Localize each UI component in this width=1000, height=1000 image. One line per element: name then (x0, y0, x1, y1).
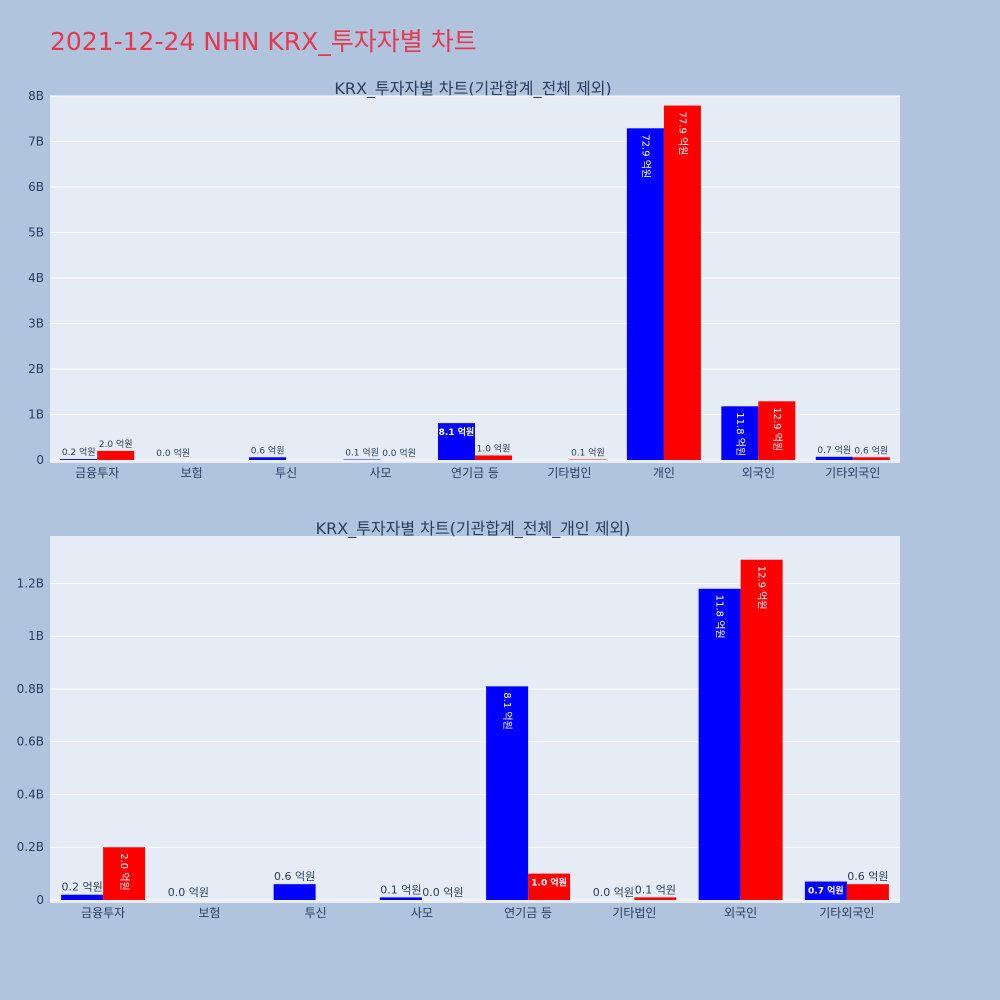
y-tick-label: 1B (28, 408, 44, 422)
x-tick-label: 사모 (370, 466, 392, 480)
x-tick-label: 외국인 (742, 466, 775, 480)
y-tick-label: 1B (28, 629, 44, 643)
chart-title: KRX_투자자별 차트(기관합계_전체_개인 제외) (316, 519, 631, 539)
bar (379, 897, 422, 900)
bar (740, 559, 783, 900)
y-tick-label: 7B (28, 135, 44, 149)
data-label: 2.0 억원 (118, 853, 130, 890)
chart-title: KRX_투자자별 차트(기관합계_전체 제외) (334, 79, 611, 99)
data-label: 72.9 억원 (639, 134, 651, 178)
bar (97, 450, 135, 460)
data-label: 0.2 억원 (62, 881, 103, 894)
data-label: 0.6 억원 (854, 444, 888, 456)
data-label: 0.1 억원 (571, 447, 605, 459)
page-title: 2021-12-24 NHN KRX_투자자별 차트 (50, 27, 477, 56)
bar (273, 884, 316, 900)
bar (249, 457, 287, 460)
bar (634, 897, 677, 900)
data-label: 0.0 억원 (156, 447, 190, 459)
bar (804, 881, 847, 900)
data-label: 0.0 억원 (382, 447, 416, 459)
x-tick-label: 금융투자 (81, 906, 125, 920)
y-tick-label: 0.4B (17, 787, 44, 801)
y-tick-label: 0.2B (17, 840, 44, 854)
bar (758, 401, 796, 460)
data-label: 0.1 억원 (380, 883, 421, 896)
bar (698, 588, 741, 900)
bar (475, 455, 512, 460)
x-tick-label: 연기금 등 (504, 906, 552, 920)
y-tick-label: 0.8B (17, 682, 44, 696)
chart-top: KRX_투자자별 차트(기관합계_전체 제외) 0 1B 2B 3B 4B 5B 6B 7B 8B… (28, 79, 900, 480)
y-tick-label: 0 (36, 893, 44, 907)
y-tick-label: 3B (28, 317, 44, 331)
bar (663, 105, 701, 461)
data-label: 11.8 억원 (734, 412, 746, 456)
data-label: 12.9 억원 (756, 566, 768, 610)
data-label: 8.1 억원 (501, 692, 513, 729)
x-tick-label: 투신 (275, 466, 297, 480)
x-tick-label: 기타외국인 (819, 906, 874, 920)
bar (528, 873, 571, 900)
bar (438, 423, 475, 460)
x-tick-label: 기타법인 (547, 466, 591, 480)
data-label: 0.6 억원 (847, 870, 888, 883)
bar (815, 456, 853, 460)
y-tick-label: 0.6B (17, 735, 44, 749)
data-label: 0.2 억원 (62, 446, 96, 458)
x-tick-label: 사모 (411, 906, 433, 920)
data-label: 0.1 억원 (635, 883, 676, 896)
x-tick-label: 보험 (198, 906, 220, 920)
data-label: 11.8 억원 (714, 595, 726, 639)
bar (103, 847, 146, 900)
data-label: 0.0 억원 (168, 886, 209, 899)
x-tick-label: 기타외국인 (825, 466, 880, 480)
data-label: 12.9 억원 (771, 407, 783, 451)
y-tick-label: 5B (28, 226, 44, 240)
y-tick-label: 2B (28, 362, 44, 376)
y-tick-label: 0 (36, 453, 44, 467)
y-tick-label: 8B (28, 89, 44, 103)
data-label: 1.0 억원 (531, 877, 567, 889)
x-tick-label: 금융투자 (75, 466, 119, 480)
bar (486, 686, 529, 900)
data-label: 0.7 억원 (808, 885, 844, 897)
data-label: 0.0 억원 (593, 886, 634, 899)
x-tick-label: 보험 (181, 466, 203, 480)
data-label: 1.0 억원 (477, 442, 511, 454)
bar (60, 459, 98, 460)
x-tick-label: 외국인 (724, 906, 757, 920)
data-label: 0.1 억원 (345, 447, 379, 459)
x-tick-label: 기타법인 (612, 906, 656, 920)
x-tick-label: 연기금 등 (451, 466, 499, 480)
x-tick-label: 개인 (653, 466, 675, 480)
data-label: 0.0 억원 (422, 886, 463, 899)
bar (846, 884, 889, 900)
y-tick-label: 6B (28, 180, 44, 194)
bar (721, 406, 759, 460)
data-label: 0.6 억원 (274, 870, 315, 883)
y-tick-label: 4B (28, 271, 44, 285)
x-tick-label: 투신 (305, 906, 327, 920)
data-label: 0.7 억원 (817, 444, 851, 456)
bar (61, 894, 104, 900)
data-label: 2.0 억원 (99, 438, 133, 450)
data-label: 8.1 억원 (439, 426, 475, 438)
bar (626, 128, 664, 460)
data-label: 0.6 억원 (251, 444, 285, 456)
bar (852, 457, 890, 460)
data-label: 77.9 억원 (676, 112, 688, 156)
y-tick-label: 1.2B (17, 576, 44, 590)
